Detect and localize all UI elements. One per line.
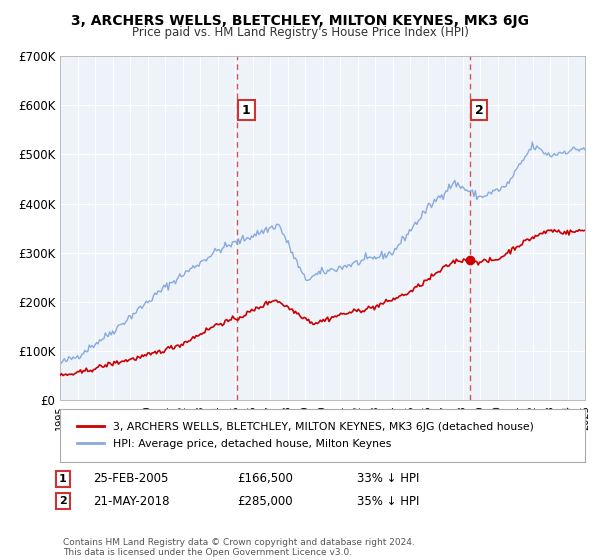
Text: Contains HM Land Registry data © Crown copyright and database right 2024.
This d: Contains HM Land Registry data © Crown c… [63, 538, 415, 557]
Text: 2: 2 [59, 496, 67, 506]
Text: £285,000: £285,000 [237, 494, 293, 508]
Text: 21-MAY-2018: 21-MAY-2018 [93, 494, 170, 508]
Text: 35% ↓ HPI: 35% ↓ HPI [357, 494, 419, 508]
Text: £166,500: £166,500 [237, 472, 293, 486]
Text: 3, ARCHERS WELLS, BLETCHLEY, MILTON KEYNES, MK3 6JG: 3, ARCHERS WELLS, BLETCHLEY, MILTON KEYN… [71, 14, 529, 28]
Text: 1: 1 [59, 474, 67, 484]
Text: Price paid vs. HM Land Registry's House Price Index (HPI): Price paid vs. HM Land Registry's House … [131, 26, 469, 39]
Text: 2: 2 [475, 104, 484, 116]
Text: 25-FEB-2005: 25-FEB-2005 [93, 472, 169, 486]
Text: 1: 1 [242, 104, 251, 116]
Legend: 3, ARCHERS WELLS, BLETCHLEY, MILTON KEYNES, MK3 6JG (detached house), HPI: Avera: 3, ARCHERS WELLS, BLETCHLEY, MILTON KEYN… [71, 415, 540, 456]
Text: 33% ↓ HPI: 33% ↓ HPI [357, 472, 419, 486]
